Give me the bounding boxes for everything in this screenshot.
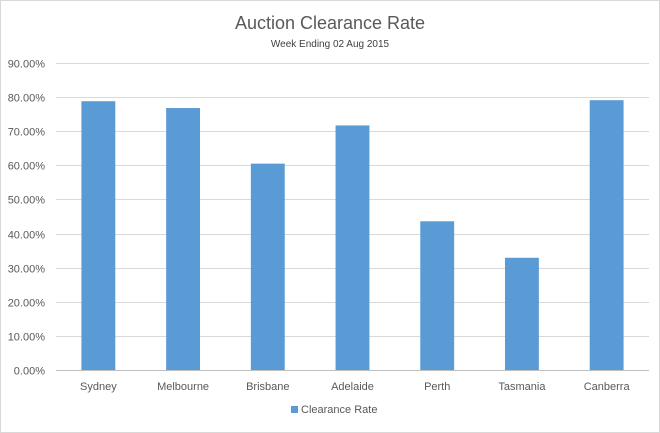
y-tick-label: 50.00%: [8, 195, 46, 207]
y-tick-label: 20.00%: [8, 298, 46, 310]
x-tick-label: Perth: [424, 381, 450, 393]
bars: [81, 100, 624, 371]
bar-melbourne: [166, 108, 201, 370]
y-tick-label: 10.00%: [8, 332, 46, 344]
x-axis-ticks: Sydney Melbourne Brisbane Adelaide Perth Tasm…: [80, 381, 630, 393]
x-tick-label: Tasmania: [498, 381, 546, 393]
legend: Clearance Rate: [291, 404, 377, 416]
x-tick-label: Melbourne: [157, 381, 209, 393]
chart-subtitle: Week Ending 02 Aug 2015: [271, 39, 390, 50]
legend-swatch-clearance-rate: [291, 406, 298, 413]
chart-title: Auction Clearance Rate: [235, 13, 425, 33]
x-tick-label: Canberra: [584, 381, 631, 393]
bar-adelaide: [335, 125, 370, 370]
x-tick-label: Sydney: [80, 381, 117, 393]
bar-sydney: [81, 101, 116, 371]
y-tick-label: 30.00%: [8, 264, 46, 276]
y-axis-ticks: 0.00% 10.00% 20.00% 30.00% 40.00% 50.00% 60.00…: [8, 59, 46, 378]
y-tick-label: 0.00%: [14, 366, 45, 378]
y-tick-label: 80.00%: [8, 93, 46, 105]
y-tick-label: 60.00%: [8, 161, 46, 173]
y-tick-label: 70.00%: [8, 127, 46, 139]
x-tick-label: Brisbane: [246, 381, 289, 393]
y-tick-label: 90.00%: [8, 59, 46, 71]
bar-perth: [420, 221, 455, 370]
legend-label-clearance-rate: Clearance Rate: [301, 404, 377, 416]
y-tick-label: 40.00%: [8, 230, 46, 242]
bar-brisbane: [250, 163, 285, 370]
bar-tasmania: [504, 257, 539, 370]
x-tick-label: Adelaide: [331, 381, 374, 393]
bar-canberra: [589, 100, 624, 370]
